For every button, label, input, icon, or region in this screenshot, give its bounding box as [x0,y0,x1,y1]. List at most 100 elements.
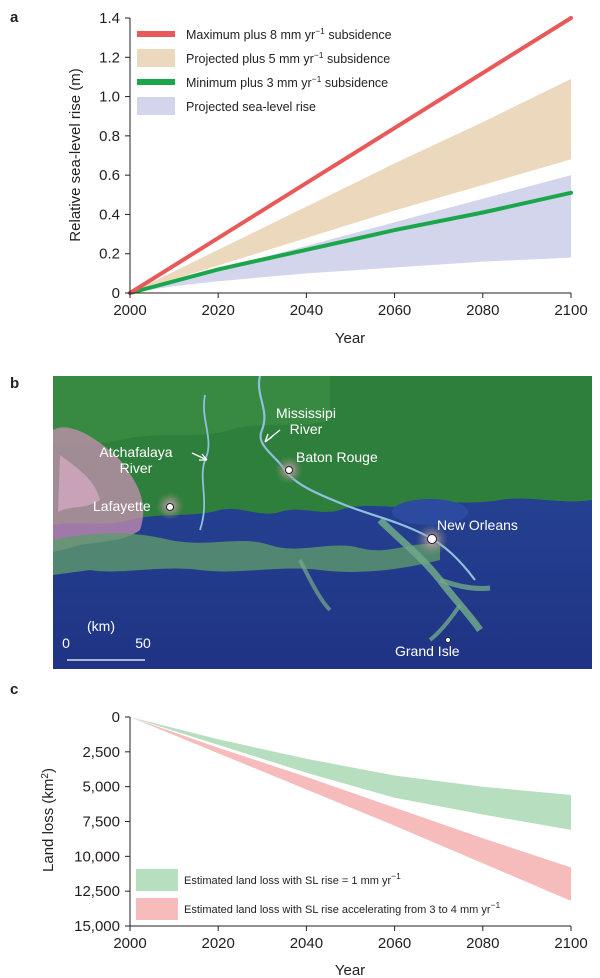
scale-bar-max: 50 [135,635,151,651]
satellite-map [53,376,592,669]
y-tick-label: 0 [112,285,120,302]
legend-label-main: Maximum plus 8 mm yr [186,28,315,42]
legend-label: Minimum plus 3 mm yr−1 subsidence [186,74,388,90]
panel-a-x-label: Year [335,330,365,347]
scale-bar-min: 0 [62,635,70,651]
x-tick-label: 2100 [554,935,587,952]
legend-label: Estimated land loss with SL rise = 1 mm … [184,871,401,887]
map-farmland-west-light [58,455,100,512]
x-tick-label: 2100 [554,302,587,319]
y-tick-label: 1.2 [99,49,120,66]
map-farmland-west [53,427,144,552]
legend-swatch-band [137,49,175,67]
legend-label-sup: −1 [315,26,325,36]
map-scale-bar: (km) 0 50 [62,618,151,661]
legend-label-sup: −1 [312,74,322,84]
band-series-1 [130,78,571,294]
y-tick-label: 0.4 [99,206,120,223]
legend-label-sup: −1 [314,50,324,60]
panel-c-y-label-part3: ) [40,768,57,773]
panel-c-legend: Estimated land loss with SL rise = 1 mm … [136,869,500,920]
legend-label-rest: subsidence [325,28,392,42]
x-tick-label: 2000 [113,935,146,952]
legend-label-main: Projected sea-level rise [186,100,316,114]
x-tick-label: 2080 [466,302,499,319]
city-dot-icon [285,466,293,474]
map-label-new-orleans-text: New Orleans [437,517,518,533]
map-label-mississipi-line2: River [290,421,323,437]
y-tick-label: 1.0 [99,89,120,106]
legend-label: Maximum plus 8 mm yr−1 subsidence [186,26,392,42]
legend-label-rest: subsidence [324,52,391,66]
y-tick-label: 12,500 [74,883,120,900]
panel-c-x-label: Year [335,962,365,978]
panel-c-chart: 2000 2020 2040 2060 2080 2100 0 2,500 5,000 7,50… [40,709,588,978]
panel-c-y-label-part1: Land loss (km [40,779,57,872]
y-tick-label: 0.8 [99,128,120,145]
city-dot-icon [166,503,174,511]
panel-letter-c: c [10,681,18,698]
legend-label-main: Projected plus 5 mm yr [186,52,314,66]
legend-label-main: Minimum plus 3 mm yr [186,76,312,90]
legend-label-main: Estimated land loss with SL rise = 1 mm … [184,875,391,887]
panel-c-y-label: Land loss (km2) [40,768,57,872]
map-label-baton-rouge: Baton Rouge [285,449,378,474]
map-delta-branch-1 [439,577,491,591]
legend-swatch-line [137,31,175,37]
panel-a-lines [128,16,573,295]
arrow-head-icon [199,453,208,461]
legend-label-rest: subsidence [321,76,388,90]
x-tick-label: 2060 [378,302,411,319]
x-tick-label: 2020 [202,935,235,952]
y-tick-label: 0.2 [99,246,120,263]
x-tick-label: 2020 [202,302,235,319]
map-label-grand-isle-text: Grand Isle [395,643,460,659]
y-tick-label: 5,000 [82,779,120,796]
legend-label: Projected plus 5 mm yr−1 subsidence [186,50,390,66]
panel-a-chart: 2000 2020 2040 2060 2080 2100 0 0.2 0.4 0.6 0.8 1.… [67,10,588,347]
map-marsh [53,533,440,575]
legend-swatch-band [137,97,175,115]
y-tick-label: 0.6 [99,167,120,184]
legend-label: Estimated land loss with SL rise acceler… [184,900,500,916]
map-label-atchafalaya: Atchafalaya River [99,444,208,476]
map-label-lafayette: Lafayette [93,498,174,514]
map-delta-branch-2 [428,603,462,642]
panel-a-legend: Maximum plus 8 mm yr−1 subsidenceProject… [137,26,392,115]
panel-c-y-ticks: 0 2,500 5,000 7,500 10,000 12,500 15,000 [74,709,130,935]
x-tick-label: 2040 [290,302,323,319]
map-label-atchafalaya-line2: River [120,460,153,476]
line-series-2 [128,190,573,295]
arrow-head-icon [264,433,273,443]
map-delta-branch-3 [298,559,332,612]
city-dot-icon [427,534,437,544]
map-label-mississipi: Mississipi River [264,405,336,443]
scale-bar-unit: (km) [87,618,115,634]
x-tick-label: 2000 [113,302,146,319]
legend-label-sup: −1 [391,871,401,881]
panel-c-x-ticks: 2000 2020 2040 2060 2080 2100 [113,926,588,952]
map-delta-main [377,517,483,632]
map-label-baton-rouge-text: Baton Rouge [296,449,378,465]
line-series-0 [128,16,573,295]
y-tick-label: 7,500 [82,814,120,831]
x-tick-label: 2080 [466,935,499,952]
y-tick-label: 0 [112,709,120,726]
map-label-mississipi-line1: Mississipi [276,405,336,421]
map-label-lafayette-text: Lafayette [93,498,151,514]
arrow-icon [191,452,208,461]
legend-label-main: Estimated land loss with SL rise acceler… [184,904,491,916]
panel-letter-b: b [10,375,19,392]
legend-swatch-line [137,79,175,85]
map-label-new-orleans: New Orleans [427,517,518,544]
map-lake [392,499,468,525]
y-tick-label: 10,000 [74,848,120,865]
panel-a-y-label: Relative sea-level rise (m) [67,68,84,241]
legend-label: Projected sea-level rise [186,100,316,114]
y-tick-label: 15,000 [74,918,120,935]
legend-swatch-band [136,898,178,920]
panel-letter-a: a [10,9,19,26]
land-loss-band-0 [130,717,571,830]
y-tick-label: 1.4 [99,10,120,27]
